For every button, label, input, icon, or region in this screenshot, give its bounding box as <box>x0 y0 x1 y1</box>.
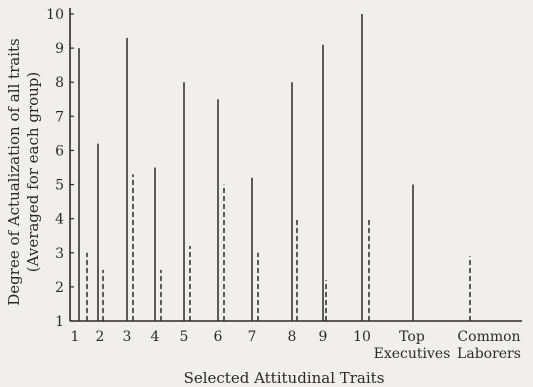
y-axis-label-sub: (Averaged for each group) <box>24 72 42 272</box>
x-tick-label: Laborers <box>457 346 521 362</box>
y-tick-label: 8 <box>55 75 64 91</box>
y-tick-label: 4 <box>55 212 64 228</box>
x-tick-label: Common <box>457 329 520 345</box>
x-tick-label: 1 <box>71 329 80 345</box>
x-tick-label: 8 <box>288 329 297 345</box>
x-tick-label: 3 <box>123 329 132 345</box>
y-tick-label: 2 <box>55 280 64 296</box>
y-axis-label: Degree of Actualization of all traits <box>5 38 23 305</box>
y-tick-label: 9 <box>55 41 64 57</box>
x-axis-label: Selected Attitudinal Traits <box>184 369 385 387</box>
y-tick-label: 7 <box>55 109 64 125</box>
x-tick-label: Executives <box>374 346 451 362</box>
y-tick-label: 3 <box>55 246 64 262</box>
x-tick-label: Top <box>399 329 425 345</box>
x-tick-label: 2 <box>96 329 105 345</box>
x-tick-label: 10 <box>353 329 371 345</box>
x-tick-label: 7 <box>248 329 257 345</box>
y-tick-label: 5 <box>55 178 64 194</box>
y-tick-label: 6 <box>55 143 64 159</box>
x-tick-label: 6 <box>214 329 223 345</box>
x-tick-label: 9 <box>319 329 328 345</box>
x-tick-label: 4 <box>151 329 160 345</box>
x-tick-label: 5 <box>180 329 189 345</box>
y-tick-label: 1 <box>55 314 64 330</box>
y-tick-label: 10 <box>46 7 64 23</box>
